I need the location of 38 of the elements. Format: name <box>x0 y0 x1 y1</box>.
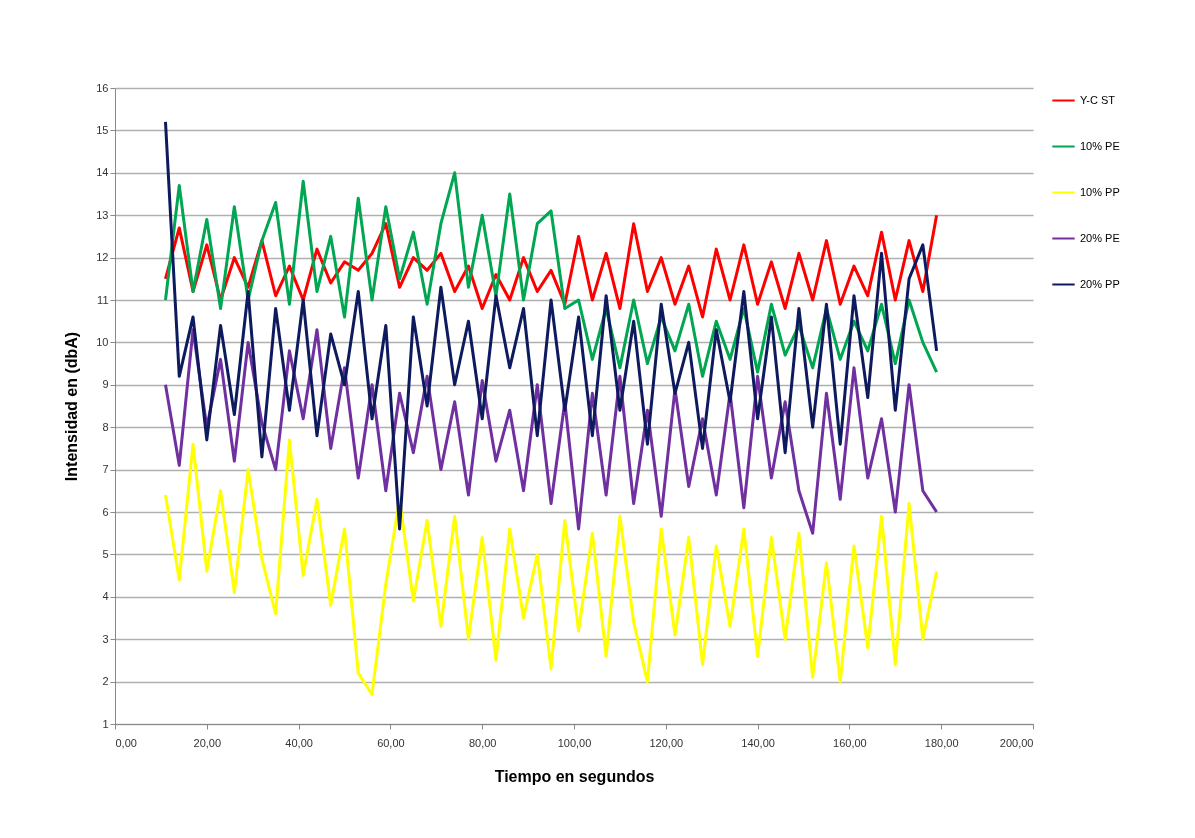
y-tick-label: 6 <box>102 505 109 518</box>
x-tick-label: 160,00 <box>833 736 867 749</box>
y-tick-label: 14 <box>96 166 109 179</box>
x-tick-label: 40,00 <box>285 736 313 749</box>
legend-label: Y-C ST <box>1080 93 1116 106</box>
x-tick-label: 20,00 <box>193 736 222 749</box>
y-tick-label: 11 <box>97 293 109 306</box>
y-tick-label: 15 <box>96 123 109 136</box>
x-tick-label: 0,00 <box>115 736 137 749</box>
line-series <box>163 171 939 378</box>
x-axis-title: Tiempo en segundos <box>494 767 655 785</box>
y-tick-label: 2 <box>102 675 109 688</box>
line-series <box>163 438 939 696</box>
line-series <box>163 328 939 535</box>
y-tick-label: 10 <box>96 335 109 348</box>
y-tick-label: 9 <box>102 378 109 391</box>
y-tick-label: 13 <box>96 208 109 221</box>
y-tick-label: 16 <box>96 81 109 94</box>
x-tick-label: 60,00 <box>377 736 405 749</box>
y-tick-label: 1 <box>102 717 109 730</box>
x-tick-label: 80,00 <box>468 736 497 749</box>
y-tick-label: 7 <box>102 463 109 476</box>
y-tick-label: 3 <box>102 632 109 645</box>
legend-label: 20% PE <box>1080 231 1120 244</box>
line-series <box>163 120 939 531</box>
x-tick-label: 200,00 <box>999 736 1034 749</box>
y-tick-label: 12 <box>96 251 109 264</box>
x-tick-label: 140,00 <box>741 736 775 749</box>
legend-label: 10% PE <box>1080 139 1120 152</box>
legend-label: 20% PP <box>1080 277 1120 290</box>
x-tick-label: 100,00 <box>557 736 592 749</box>
y-tick-label: 5 <box>102 547 109 560</box>
x-tick-label: 120,00 <box>649 736 684 749</box>
y-tick-label: 4 <box>102 590 109 603</box>
y-axis-title: Intensidad en (dbA) <box>63 331 81 482</box>
legend-label: 10% PP <box>1080 185 1120 198</box>
x-tick-label: 180,00 <box>924 736 959 749</box>
y-tick-label: 8 <box>102 420 109 433</box>
